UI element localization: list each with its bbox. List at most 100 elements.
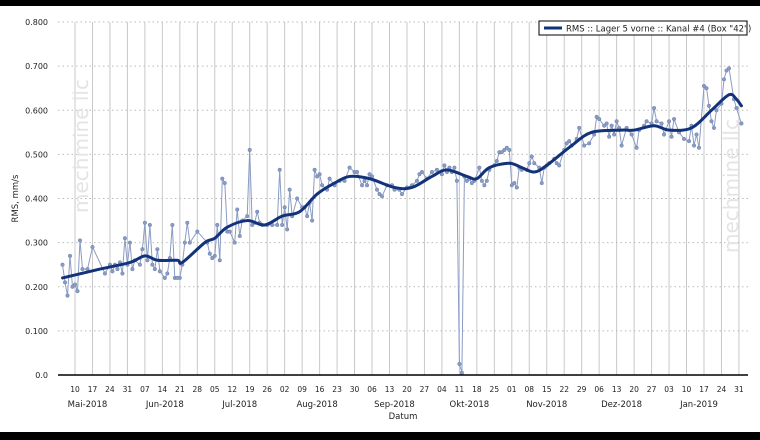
raw-data-point <box>222 181 227 186</box>
raw-data-point <box>417 172 422 177</box>
raw-data-point <box>726 66 732 71</box>
raw-data-point <box>464 178 469 183</box>
x-tick-label: 01 <box>507 385 517 394</box>
x-tick-label: 22 <box>559 385 569 394</box>
raw-data-point <box>362 178 367 183</box>
x-month-label: Jun-2018 <box>145 400 184 410</box>
x-month-label: Sep-2018 <box>374 400 415 410</box>
raw-data-point <box>60 262 65 267</box>
raw-data-point <box>235 207 240 212</box>
raw-data-point <box>662 132 667 137</box>
raw-data-point <box>220 176 225 181</box>
x-tick-label: 14 <box>158 385 168 394</box>
raw-data-point <box>529 154 534 159</box>
x-tick-label: 10 <box>70 385 80 394</box>
x-month-label: Dez-2018 <box>601 400 642 410</box>
x-tick-label: 26 <box>262 385 272 394</box>
raw-data-point <box>442 163 447 168</box>
raw-data-point <box>482 183 487 188</box>
raw-data-point <box>512 181 517 186</box>
raw-data-point <box>671 117 677 122</box>
raw-data-point <box>567 139 572 144</box>
raw-data-point <box>140 247 145 252</box>
raw-data-point <box>654 119 659 124</box>
raw-data-point <box>75 289 80 294</box>
raw-data-point <box>327 176 332 181</box>
x-tick-label: 13 <box>612 385 622 394</box>
raw-data-point <box>157 269 162 274</box>
raw-data-point <box>532 161 537 166</box>
raw-data-point <box>711 125 717 130</box>
raw-data-point <box>454 178 459 183</box>
raw-data-point <box>494 158 499 164</box>
raw-data-point <box>734 105 739 111</box>
raw-data-point <box>429 169 434 175</box>
raw-data-point <box>282 205 287 210</box>
raw-data-point <box>399 192 405 197</box>
raw-data-point <box>696 145 702 150</box>
raw-data-point <box>295 196 300 201</box>
raw-data-point <box>155 247 160 252</box>
raw-data-point <box>377 192 382 197</box>
raw-data-point <box>102 271 108 276</box>
x-month-label: Jul-2018 <box>221 400 257 410</box>
raw-data-point <box>70 284 75 289</box>
raw-data-point <box>65 293 70 298</box>
raw-data-point <box>145 258 150 263</box>
raw-data-point <box>484 178 489 183</box>
y-axis-label: RMS, mm/s <box>11 174 21 222</box>
x-tick-label: 29 <box>577 385 587 394</box>
raw-data-point <box>364 183 370 188</box>
raw-data-point <box>554 161 559 166</box>
raw-data-point <box>237 233 242 239</box>
raw-data-point <box>150 262 155 267</box>
raw-data-point <box>305 214 310 219</box>
x-tick-label: 05 <box>210 385 220 394</box>
raw-data-point <box>255 209 260 214</box>
raw-data-point <box>130 267 135 272</box>
x-tick-label: 24 <box>717 385 727 394</box>
raw-data-point <box>507 147 512 153</box>
raw-data-point <box>539 181 544 186</box>
x-tick-label: 27 <box>647 385 657 394</box>
x-tick-label: 18 <box>472 385 482 394</box>
raw-data-point <box>347 165 352 170</box>
watermark: mechmine llc <box>719 119 743 253</box>
raw-data-point <box>127 240 132 245</box>
raw-data-point <box>110 269 115 274</box>
raw-data-point <box>310 218 315 223</box>
x-tick-label: 30 <box>350 385 360 394</box>
raw-data-point <box>147 222 152 228</box>
raw-data-point <box>187 240 192 245</box>
raw-data-point <box>277 167 282 172</box>
x-month-label: Mai-2018 <box>68 400 108 410</box>
raw-data-point <box>67 253 73 258</box>
raw-data-point <box>469 181 474 186</box>
raw-data-point <box>217 258 222 263</box>
raw-data-point <box>604 121 609 126</box>
y-tick-label: 0.200 <box>25 283 48 292</box>
raw-data-point <box>652 105 657 111</box>
raw-data-point <box>315 174 320 179</box>
raw-data-point <box>577 125 582 130</box>
raw-data-point <box>287 187 292 192</box>
raw-data-point <box>280 222 285 228</box>
raw-data-point <box>659 121 664 126</box>
raw-data-point <box>115 267 120 272</box>
raw-data-point <box>564 141 569 146</box>
raw-data-point <box>90 244 95 250</box>
raw-data-point <box>612 132 617 137</box>
x-tick-label: 12 <box>227 385 237 394</box>
raw-data-point <box>686 139 692 144</box>
raw-data-point <box>275 222 280 228</box>
raw-data-point <box>619 143 624 148</box>
raw-data-point <box>245 214 250 219</box>
raw-data-point <box>210 256 215 261</box>
raw-data-point <box>504 145 509 150</box>
x-tick-label: 13 <box>385 385 395 394</box>
legend-entry: RMS :: Lager 5 vorne :: Kanal #4 (Box "4… <box>566 25 751 35</box>
y-tick-label: 0.300 <box>25 239 48 248</box>
raw-data-point <box>170 222 175 228</box>
raw-data-point <box>701 83 707 89</box>
